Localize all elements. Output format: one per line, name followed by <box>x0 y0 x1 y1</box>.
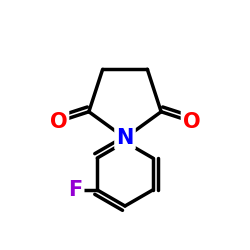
Text: O: O <box>183 112 200 132</box>
Text: F: F <box>68 180 82 200</box>
Text: O: O <box>50 112 67 132</box>
Text: N: N <box>116 128 134 148</box>
